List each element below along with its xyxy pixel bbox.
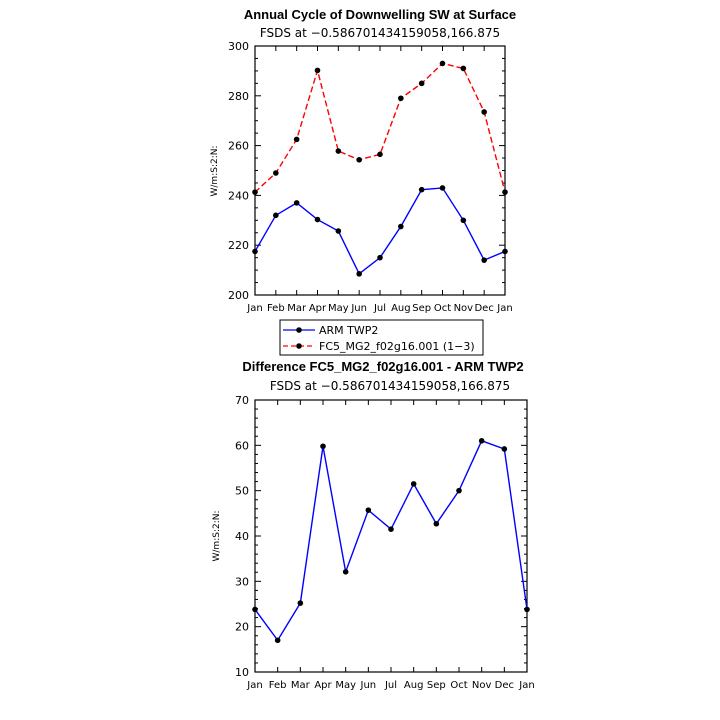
data-point: [460, 217, 467, 224]
x-tick-label: Jul: [373, 303, 386, 314]
y-tick-label: 200: [228, 289, 249, 302]
x-tick-label: May: [328, 303, 349, 314]
y-tick-label: 60: [235, 439, 249, 452]
x-tick-label: Mar: [287, 303, 307, 314]
data-point: [314, 67, 321, 74]
data-point: [439, 60, 446, 67]
data-point: [481, 257, 487, 263]
legend-label-arm: ARM TWP2: [319, 324, 378, 337]
y-tick-label: 240: [228, 189, 249, 202]
series-line-0: [254, 187, 506, 275]
data-point: [320, 443, 326, 450]
data-point: [335, 228, 342, 234]
data-point: [418, 186, 425, 193]
legend-label-fc5: FC5_MG2_f02g16.001 (1−3): [319, 340, 475, 353]
top-y-axis-label: W/m:S:2:N:: [210, 146, 220, 197]
y-tick-label: 20: [235, 621, 249, 634]
x-tick-label: Mar: [291, 680, 311, 691]
data-point: [410, 481, 417, 487]
y-tick-label: 300: [228, 40, 249, 53]
x-tick-label: Apr: [309, 303, 327, 314]
x-tick-label: Nov: [472, 680, 492, 691]
y-tick-label: 280: [228, 90, 249, 103]
data-point: [273, 170, 279, 176]
data-point: [293, 136, 300, 143]
data-point: [388, 526, 394, 532]
data-point: [342, 569, 349, 575]
y-tick-label: 40: [235, 530, 249, 543]
legend: ARM TWP2 FC5_MG2_f02g16.001 (1−3): [279, 319, 484, 356]
data-point: [481, 109, 487, 115]
data-point: [356, 271, 362, 277]
data-point: [252, 606, 258, 613]
x-tick-label: Oct: [450, 680, 467, 691]
y-tick-label: 10: [235, 666, 249, 679]
data-point: [377, 151, 383, 158]
x-tick-label: May: [335, 680, 356, 691]
y-tick-label: 50: [235, 485, 249, 498]
y-tick-label: 70: [235, 394, 249, 407]
top-chart-subtitle: FSDS at −0.586701434159058,166.875: [260, 26, 500, 40]
top-chart: Annual Cycle of Downwelling SW at Surfac…: [210, 7, 516, 314]
data-point: [314, 216, 321, 223]
x-tick-label: Jan: [246, 680, 262, 691]
legend-marker-arm: [296, 327, 302, 333]
data-point: [501, 446, 508, 452]
x-tick-label: Feb: [267, 303, 285, 314]
series-line-1: [254, 62, 506, 193]
x-tick-label: Oct: [434, 303, 451, 314]
data-point: [478, 438, 485, 444]
data-point: [273, 212, 279, 219]
x-tick-label: Jun: [350, 303, 367, 314]
data-point: [433, 520, 440, 527]
data-point: [418, 80, 425, 87]
data-point: [398, 95, 404, 102]
data-point: [252, 248, 258, 255]
data-point: [274, 637, 281, 644]
data-point: [460, 65, 467, 72]
x-tick-label: Aug: [404, 680, 424, 691]
data-point: [524, 606, 530, 613]
data-point: [456, 487, 462, 494]
x-tick-label: Aug: [391, 303, 411, 314]
legend-marker-fc5: [296, 343, 302, 349]
plot-frame: [254, 399, 528, 673]
series-line-0: [254, 439, 528, 642]
x-tick-label: Feb: [269, 680, 287, 691]
y-tick-label: 260: [228, 140, 249, 153]
x-tick-label: Jan: [246, 303, 262, 314]
x-tick-label: Dec: [495, 680, 514, 691]
x-tick-label: Jan: [496, 303, 512, 314]
x-tick-label: Dec: [474, 303, 493, 314]
data-point: [398, 223, 404, 230]
x-tick-label: Nov: [454, 303, 474, 314]
data-point: [293, 200, 300, 206]
data-point: [502, 189, 508, 195]
x-tick-label: Sep: [427, 680, 446, 691]
x-tick-label: Apr: [314, 680, 332, 691]
bottom-chart-subtitle: FSDS at −0.586701434159058,166.875: [270, 379, 510, 393]
data-point: [252, 189, 258, 195]
data-point: [502, 248, 508, 255]
top-chart-title: Annual Cycle of Downwelling SW at Surfac…: [244, 7, 516, 22]
data-point: [297, 600, 304, 606]
bottom-plot-area: Jan Feb Mar Apr May Jun Jul Aug Sep Oct Nov Dec Jan1…: [235, 394, 535, 691]
x-tick-label: Jun: [360, 680, 377, 691]
y-tick-label: 30: [235, 575, 249, 588]
data-point: [365, 507, 372, 513]
x-tick-label: Jul: [384, 680, 397, 691]
data-point: [335, 148, 342, 154]
top-plot-area: Jan Feb Mar Apr May Jun Jul Aug Sep Oct Nov Dec Jan2…: [228, 40, 513, 314]
bottom-chart-title: Difference FC5_MG2_f02g16.001 - ARM TWP2: [242, 359, 523, 374]
data-point: [356, 156, 362, 163]
bottom-chart: Difference FC5_MG2_f02g16.001 - ARM TWP2…: [212, 359, 535, 691]
bottom-y-axis-label: W/m:S:2:N:: [212, 511, 222, 562]
data-point: [377, 254, 383, 261]
data-point: [439, 185, 446, 191]
x-tick-label: Jan: [518, 680, 534, 691]
legend-box: [279, 319, 484, 356]
x-tick-label: Sep: [412, 303, 431, 314]
y-tick-label: 220: [228, 239, 249, 252]
